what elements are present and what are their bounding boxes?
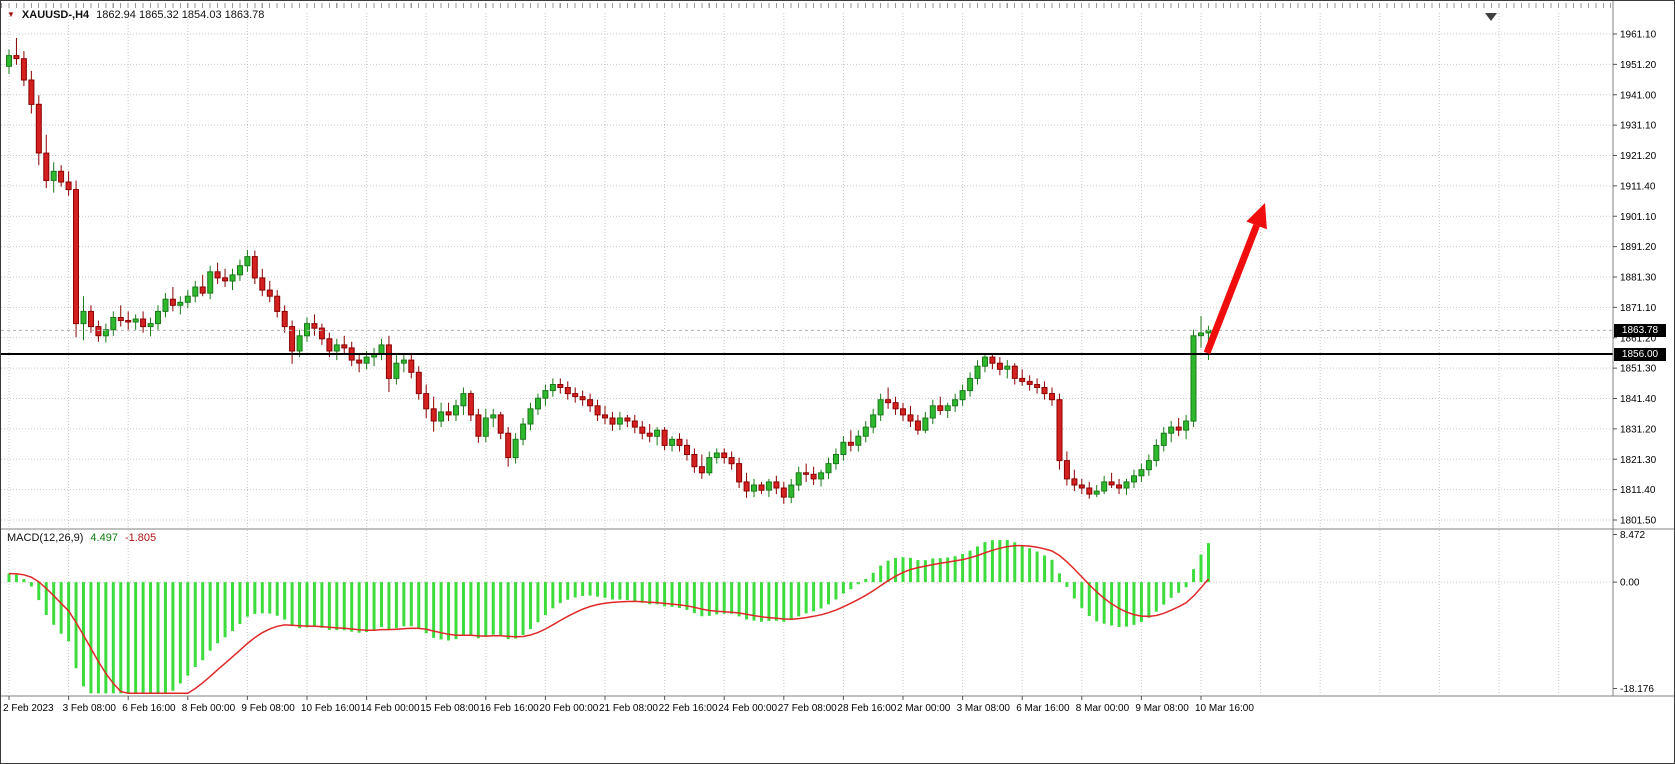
- current-price-tag: 1863.78: [1614, 324, 1666, 337]
- price-axis-label: 1841.40: [1620, 394, 1657, 405]
- time-axis-label: 28 Feb 16:00: [837, 703, 896, 714]
- time-axis-label: 15 Feb 08:00: [420, 703, 479, 714]
- macd-axis-label: 0.00: [1620, 578, 1640, 589]
- price-axis-label: 1861.20: [1620, 333, 1657, 344]
- price-axis-label: 1871.10: [1620, 303, 1657, 314]
- candles-layer: [6, 38, 1212, 504]
- symbol-period-label: XAUUSD-,H4: [21, 9, 90, 21]
- time-axis-label: 16 Feb 16:00: [480, 703, 539, 714]
- price-axis-label: 1941.00: [1620, 90, 1657, 101]
- price-axis-label: 1961.10: [1620, 30, 1657, 41]
- time-axis-label: 21 Feb 08:00: [599, 703, 658, 714]
- time-axis-label: 9 Mar 08:00: [1135, 703, 1189, 714]
- time-axis-label: 9 Feb 08:00: [241, 703, 295, 714]
- price-axis-label: 1921.20: [1620, 151, 1657, 162]
- price-axis-label: 1951.20: [1620, 60, 1657, 71]
- time-axis-label: 20 Feb 00:00: [539, 703, 598, 714]
- chart-menu-icon[interactable]: ▼: [7, 10, 15, 19]
- macd-axis-label: 8.472: [1620, 530, 1645, 541]
- price-axis-label: 1831.20: [1620, 424, 1657, 435]
- time-axis-label: 6 Feb 16:00: [122, 703, 176, 714]
- price-axis-label: 1821.30: [1620, 455, 1657, 466]
- time-axis-label: 14 Feb 00:00: [361, 703, 420, 714]
- macd-name: MACD(12,26,9): [7, 532, 84, 544]
- time-axis-label: 27 Feb 08:00: [778, 703, 837, 714]
- macd-signal-line: [8, 544, 1210, 695]
- macd-main-value: 4.497: [90, 532, 118, 544]
- time-axis[interactable]: 2 Feb 2023 3 Feb 08:00 6 Feb 16:00 8 Feb 00…: [3, 696, 1254, 714]
- price-axis-label: 1891.20: [1620, 242, 1657, 253]
- time-axis-label: 10 Mar 16:00: [1195, 703, 1254, 714]
- price-axis-label: 1811.40: [1620, 485, 1656, 496]
- ohlc-readout: 1862.94 1865.32 1854.03 1863.78: [96, 9, 265, 21]
- time-axis-label: 24 Feb 00:00: [718, 703, 777, 714]
- macd-axis-label: -18.176: [1620, 684, 1654, 695]
- time-axis-label: 10 Feb 16:00: [301, 703, 360, 714]
- price-axis-label: 1911.40: [1620, 181, 1656, 192]
- chart-shift-marker-icon[interactable]: [1485, 13, 1497, 21]
- macd-indicator-label: MACD(12,26,9) 4.497 -1.805: [7, 532, 156, 544]
- macd-axis[interactable]: 8.472 0.00 -18.176: [1613, 530, 1654, 695]
- trend-arrow-shaft[interactable]: [1203, 224, 1260, 355]
- price-axis-label: 1931.10: [1620, 121, 1657, 132]
- time-axis-label: 6 Mar 16:00: [1016, 703, 1070, 714]
- time-axis-label: 3 Feb 08:00: [63, 703, 117, 714]
- price-axis-label: 1901.10: [1620, 212, 1657, 223]
- chart-top-tick-strip: [1, 3, 1611, 8]
- price-axis-label: 1801.50: [1620, 516, 1657, 527]
- symbol-info: ▼ XAUUSD-,H4 1862.94 1865.32 1854.03 186…: [7, 9, 264, 21]
- time-axis-label: 2 Mar 00:00: [897, 703, 951, 714]
- price-axis[interactable]: 1961.10 1951.20 1941.00 1931.10 1921.20 1911.…: [1613, 30, 1657, 527]
- time-axis-label: 2 Feb 2023: [3, 703, 54, 714]
- price-axis-label: 1851.30: [1620, 364, 1657, 375]
- time-axis-label: 3 Mar 08:00: [957, 703, 1011, 714]
- support-line-price-tag: 1856.00: [1614, 348, 1666, 361]
- time-axis-label: 8 Mar 00:00: [1076, 703, 1130, 714]
- macd-histogram-layer: [7, 539, 1210, 694]
- price-axis-label: 1881.30: [1620, 273, 1657, 284]
- time-axis-label: 8 Feb 00:00: [182, 703, 236, 714]
- trend-arrow-head-icon[interactable]: [1246, 203, 1267, 230]
- time-axis-label: 22 Feb 16:00: [659, 703, 718, 714]
- macd-signal-value: -1.805: [124, 532, 157, 544]
